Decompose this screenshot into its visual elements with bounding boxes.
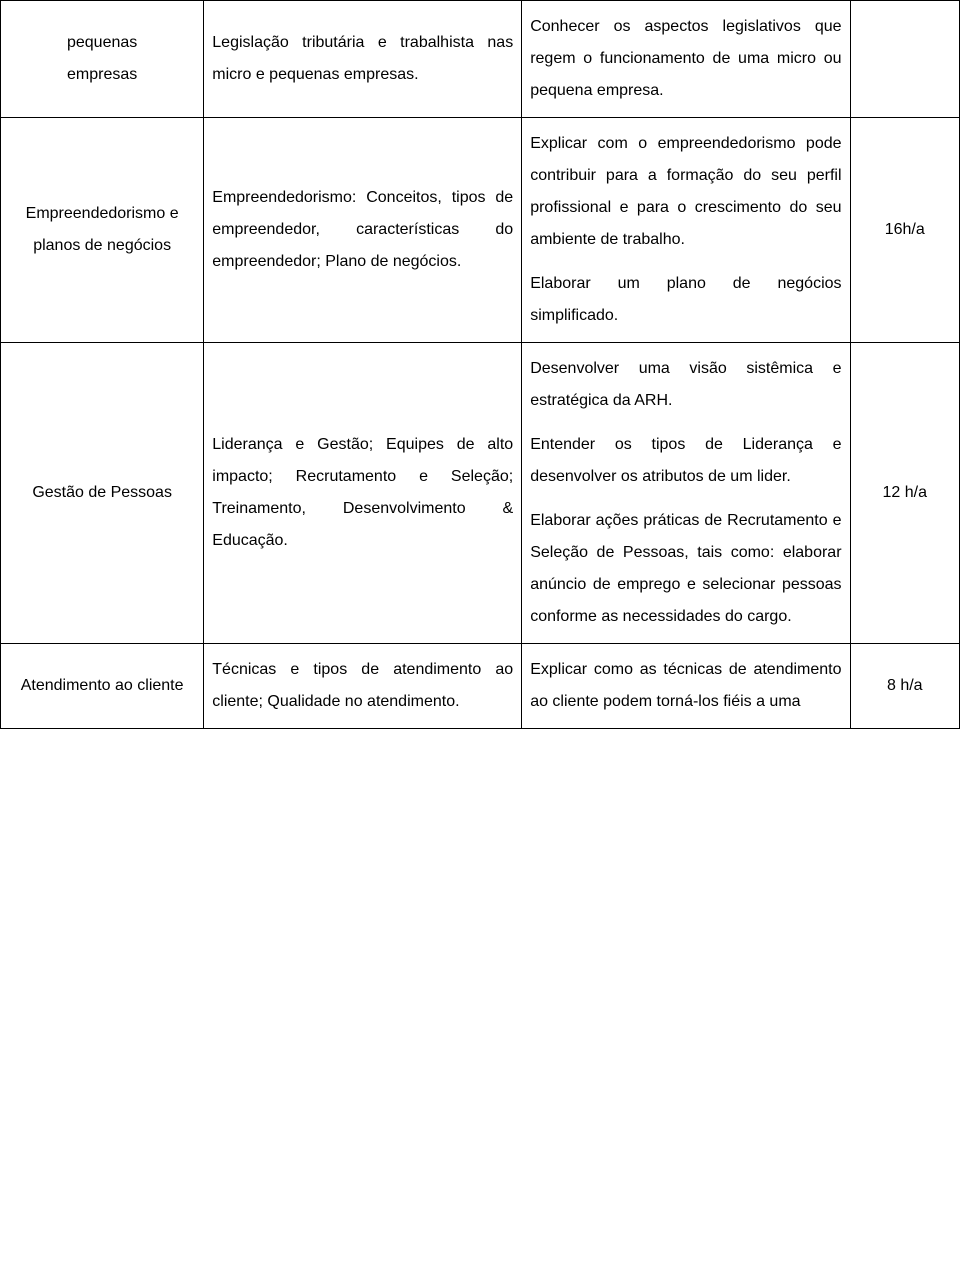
curriculum-table: pequenas empresas Legislação tributária … — [0, 0, 960, 729]
objective-para: Explicar com o empreendedorismo pode con… — [530, 128, 841, 256]
content-para: Liderança e Gestão; Equipes de alto impa… — [212, 429, 513, 557]
content-para: Legislação tributária e trabalhista nas … — [212, 27, 513, 91]
cell-topic: Gestão de Pessoas — [1, 343, 204, 644]
topic-line: pequenas — [9, 27, 195, 59]
objective-para: Conhecer os aspectos legislativos que re… — [530, 11, 841, 107]
cell-objectives: Explicar com o empreendedorismo pode con… — [522, 118, 850, 343]
cell-content: Empreendedorismo: Conceitos, tipos de em… — [204, 118, 522, 343]
content-para: Técnicas e tipos de atendimento ao clien… — [212, 654, 513, 718]
cell-objectives: Explicar como as técnicas de atendimento… — [522, 644, 850, 729]
topic-lines: pequenas empresas — [9, 27, 195, 91]
objective-para: Desenvolver uma visão sistêmica e estrat… — [530, 353, 841, 417]
cell-objectives: Conhecer os aspectos legislativos que re… — [522, 1, 850, 118]
cell-topic: Atendimento ao cliente — [1, 644, 204, 729]
objective-para: Entender os tipos de Liderança e desenvo… — [530, 429, 841, 493]
table-row: Gestão de Pessoas Liderança e Gestão; Eq… — [1, 343, 960, 644]
table-row: pequenas empresas Legislação tributária … — [1, 1, 960, 118]
cell-hours: 8 h/a — [850, 644, 959, 729]
cell-topic: pequenas empresas — [1, 1, 204, 118]
objective-para: Elaborar ações práticas de Recrutamento … — [530, 505, 841, 633]
cell-content: Legislação tributária e trabalhista nas … — [204, 1, 522, 118]
cell-hours: 16h/a — [850, 118, 959, 343]
cell-topic: Empreendedorismo e planos de negócios — [1, 118, 204, 343]
cell-content: Técnicas e tipos de atendimento ao clien… — [204, 644, 522, 729]
objective-para: Explicar como as técnicas de atendimento… — [530, 654, 841, 718]
cell-objectives: Desenvolver uma visão sistêmica e estrat… — [522, 343, 850, 644]
content-para: Empreendedorismo: Conceitos, tipos de em… — [212, 182, 513, 278]
objective-para: Elaborar um plano de negócios simplifica… — [530, 268, 841, 332]
cell-hours: 12 h/a — [850, 343, 959, 644]
cell-hours — [850, 1, 959, 118]
topic-line: empresas — [9, 59, 195, 91]
table-row: Atendimento ao cliente Técnicas e tipos … — [1, 644, 960, 729]
cell-content: Liderança e Gestão; Equipes de alto impa… — [204, 343, 522, 644]
table-row: Empreendedorismo e planos de negócios Em… — [1, 118, 960, 343]
